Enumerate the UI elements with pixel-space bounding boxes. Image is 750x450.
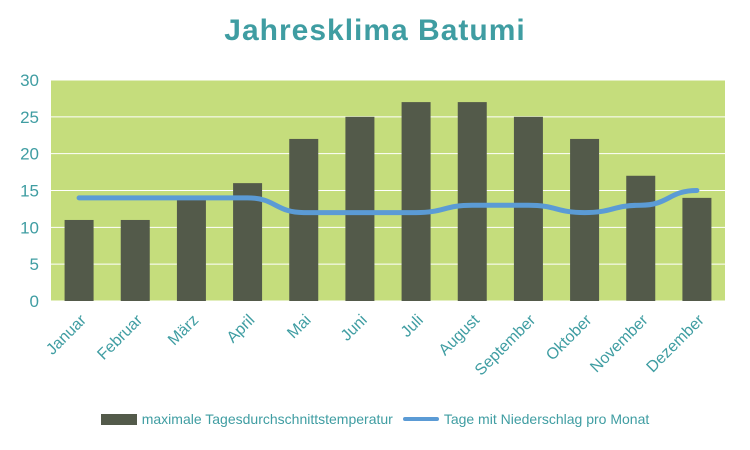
x-tick-label: Januar — [43, 311, 90, 358]
bar — [233, 183, 263, 301]
gridlines — [51, 79, 725, 302]
bar — [457, 102, 487, 301]
x-tick-label: Februar — [94, 311, 146, 363]
y-tick-label: 10 — [20, 218, 39, 237]
series-line — [76, 188, 700, 216]
legend-label-line: Tage mit Niederschlag pro Monat — [443, 411, 650, 427]
y-tick-label: 20 — [20, 145, 39, 164]
y-tick-label: 30 — [20, 71, 39, 90]
x-tick-label: Mai — [284, 312, 314, 342]
y-tick-label: 0 — [30, 292, 39, 311]
x-tick-label: August — [436, 311, 484, 359]
x-axis: Januar Februar März April Mai Juni Juli AugustS… — [43, 311, 708, 379]
x-tick-label: Juli — [398, 312, 427, 341]
legend: maximale Tagesdurchschnittstemperatur Ta… — [0, 411, 750, 427]
bar — [401, 102, 431, 301]
x-tick-label: März — [165, 312, 202, 349]
bar — [513, 116, 543, 301]
y-tick-label: 15 — [20, 182, 39, 201]
legend-swatch-bars — [100, 413, 137, 425]
x-tick-label: Juni — [338, 312, 371, 345]
x-tick-label: September — [472, 311, 540, 379]
bar — [570, 138, 600, 301]
y-axis: 0 5 10 15 20 25 30 — [20, 71, 39, 311]
bar — [176, 197, 206, 301]
line-series — [76, 188, 700, 216]
bar — [626, 175, 656, 301]
x-tick-label: April — [224, 312, 259, 347]
x-tick-label: November — [587, 311, 652, 376]
bar-series — [64, 102, 712, 301]
bar — [682, 197, 712, 301]
legend-item-line: Tage mit Niederschlag pro Monat — [402, 411, 650, 427]
bar — [289, 138, 319, 301]
legend-item-bars: maximale Tagesdurchschnittstemperatur — [100, 411, 393, 427]
legend-swatch-line — [402, 417, 439, 421]
bar — [345, 116, 375, 301]
y-tick-label: 5 — [30, 255, 39, 274]
chart-title: Jahresklima Batumi — [224, 14, 526, 47]
bar — [64, 219, 94, 301]
bar — [120, 219, 150, 301]
x-tick-label: Oktober — [543, 311, 596, 364]
legend-label-bars: maximale Tagesdurchschnittstemperatur — [141, 411, 393, 427]
y-tick-label: 25 — [20, 108, 39, 127]
x-tick-label: Dezember — [644, 311, 709, 376]
